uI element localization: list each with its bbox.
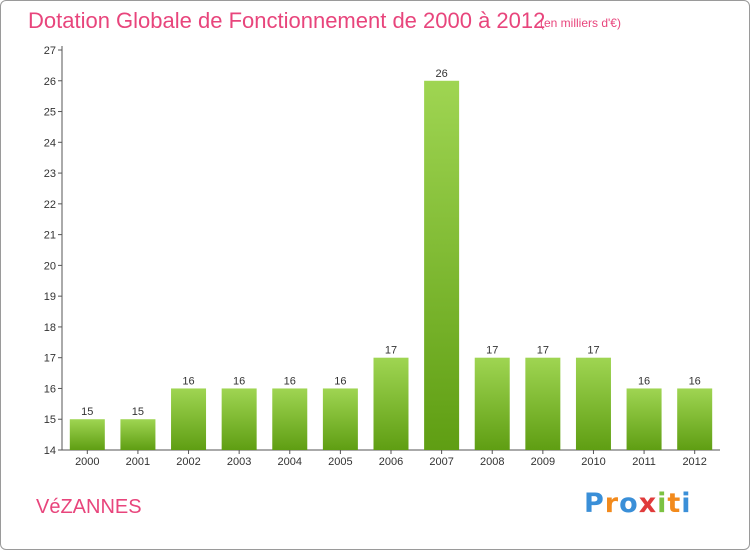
logo-letter: P (584, 488, 605, 519)
y-tick-label: 25 (44, 107, 56, 119)
x-tick-label: 2000 (75, 456, 99, 468)
x-tick-label: 2005 (328, 456, 352, 468)
logo-letter: t (667, 488, 682, 519)
bar (677, 388, 713, 450)
x-tick-label: 2002 (176, 456, 200, 468)
y-tick-label: 18 (44, 322, 56, 334)
data-label: 16 (334, 375, 346, 387)
data-label: 16 (182, 375, 194, 387)
commune-name: VéZANNES (36, 496, 142, 518)
bar (474, 357, 510, 450)
data-label: 16 (638, 375, 650, 387)
logo-letter: r (604, 488, 620, 519)
data-label: 15 (132, 406, 144, 418)
bar (525, 357, 561, 450)
bar (171, 388, 207, 450)
x-tick-label: 2008 (480, 456, 504, 468)
x-tick-label: 2001 (126, 456, 150, 468)
data-label: 16 (284, 375, 296, 387)
bar (626, 388, 662, 450)
logo-letter: o (619, 488, 639, 519)
data-label: 17 (587, 345, 599, 357)
x-tick-label: 2011 (632, 456, 656, 468)
x-tick-label: 2010 (581, 456, 605, 468)
bar (373, 357, 409, 450)
bar (69, 419, 105, 450)
x-tick-label: 2012 (682, 456, 706, 468)
data-label: 26 (435, 68, 447, 80)
y-tick-label: 17 (44, 353, 56, 365)
data-label: 15 (81, 406, 93, 418)
data-label: 16 (689, 375, 701, 387)
y-tick-label: 22 (44, 199, 56, 211)
y-tick-label: 16 (44, 383, 56, 395)
y-tick-label: 27 (44, 45, 56, 57)
data-label: 17 (385, 345, 397, 357)
y-tick-label: 14 (44, 445, 56, 457)
logo-letter: x (638, 488, 658, 519)
y-tick-label: 26 (44, 76, 56, 88)
bar (424, 80, 460, 451)
data-label: 16 (233, 375, 245, 387)
x-tick-label: 2003 (227, 456, 251, 468)
y-tick-label: 24 (44, 137, 56, 149)
bar (575, 357, 611, 450)
bar (322, 388, 358, 450)
x-tick-label: 2006 (379, 456, 403, 468)
chart-subtitle: (en milliers d'€) (540, 16, 621, 30)
data-label: 17 (537, 345, 549, 357)
logo-letter: i (657, 488, 668, 519)
logo-letter: i (681, 488, 692, 519)
bar (221, 388, 257, 450)
y-tick-label: 23 (44, 168, 56, 180)
y-tick-label: 19 (44, 291, 56, 303)
proxiti-logo[interactable]: Proxiti (584, 488, 692, 519)
y-tick-label: 15 (44, 414, 56, 426)
x-tick-label: 2009 (531, 456, 555, 468)
data-label: 17 (486, 345, 498, 357)
x-tick-label: 2004 (278, 456, 302, 468)
chart-title: Dotation Globale de Fonctionnement de 20… (28, 8, 546, 33)
bar (120, 419, 156, 450)
y-tick-label: 21 (44, 230, 56, 242)
bar (272, 388, 308, 450)
y-tick-label: 20 (44, 260, 56, 272)
x-tick-label: 2007 (429, 456, 453, 468)
